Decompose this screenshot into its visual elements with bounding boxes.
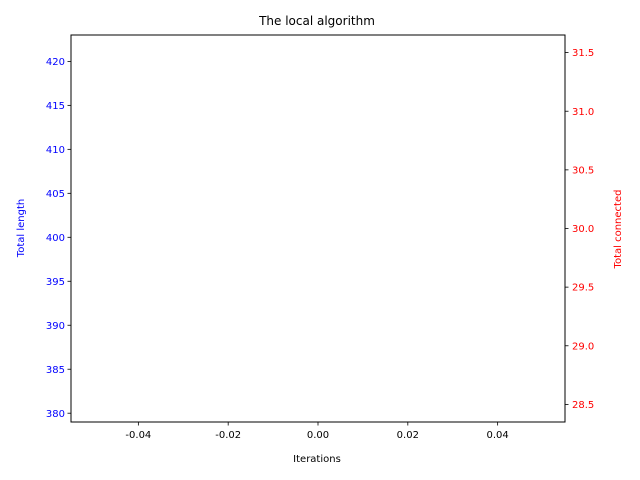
x-tick-label: -0.02 [215, 430, 241, 441]
x-tick-label: 0.00 [307, 430, 329, 441]
x-tick-label: 0.02 [397, 430, 419, 441]
y-tick-label: 400 [46, 233, 65, 244]
y2-tick-label: 31.0 [572, 107, 594, 118]
y-axis-right-title: Total connected [613, 190, 624, 270]
x-tick-label: 0.04 [487, 430, 509, 441]
y2-tick-label: 29.0 [572, 341, 594, 352]
y2-tick-label: 29.5 [572, 283, 594, 294]
plot-area-frame [70, 34, 566, 423]
y-tick-label: 380 [46, 409, 65, 420]
y-tick-label: 410 [46, 145, 65, 156]
x-tick-label: -0.04 [125, 430, 151, 441]
y-tick-label: 405 [46, 189, 65, 200]
y2-tick-label: 30.0 [572, 224, 594, 235]
x-axis: -0.04 -0.02 0.00 0.02 0.04 [125, 422, 509, 441]
y2-tick-label: 28.5 [572, 400, 594, 411]
y-tick-label: 415 [46, 101, 65, 112]
y-tick-label: 395 [46, 277, 65, 288]
chart-title: The local algorithm [258, 14, 375, 28]
y2-tick-label: 30.5 [572, 165, 594, 176]
y-axis-right: 28.5 29.0 29.5 30.0 30.5 31.0 31.5 [565, 48, 594, 411]
y-tick-label: 420 [46, 57, 65, 68]
x-axis-title: Iterations [293, 454, 341, 465]
y-tick-label: 385 [46, 365, 65, 376]
y2-tick-label: 31.5 [572, 48, 594, 59]
y-axis-left-title: Total length [16, 199, 27, 258]
y-axis-left: 380 385 390 395 400 405 410 415 420 [46, 57, 71, 420]
y-tick-label: 390 [46, 321, 65, 332]
